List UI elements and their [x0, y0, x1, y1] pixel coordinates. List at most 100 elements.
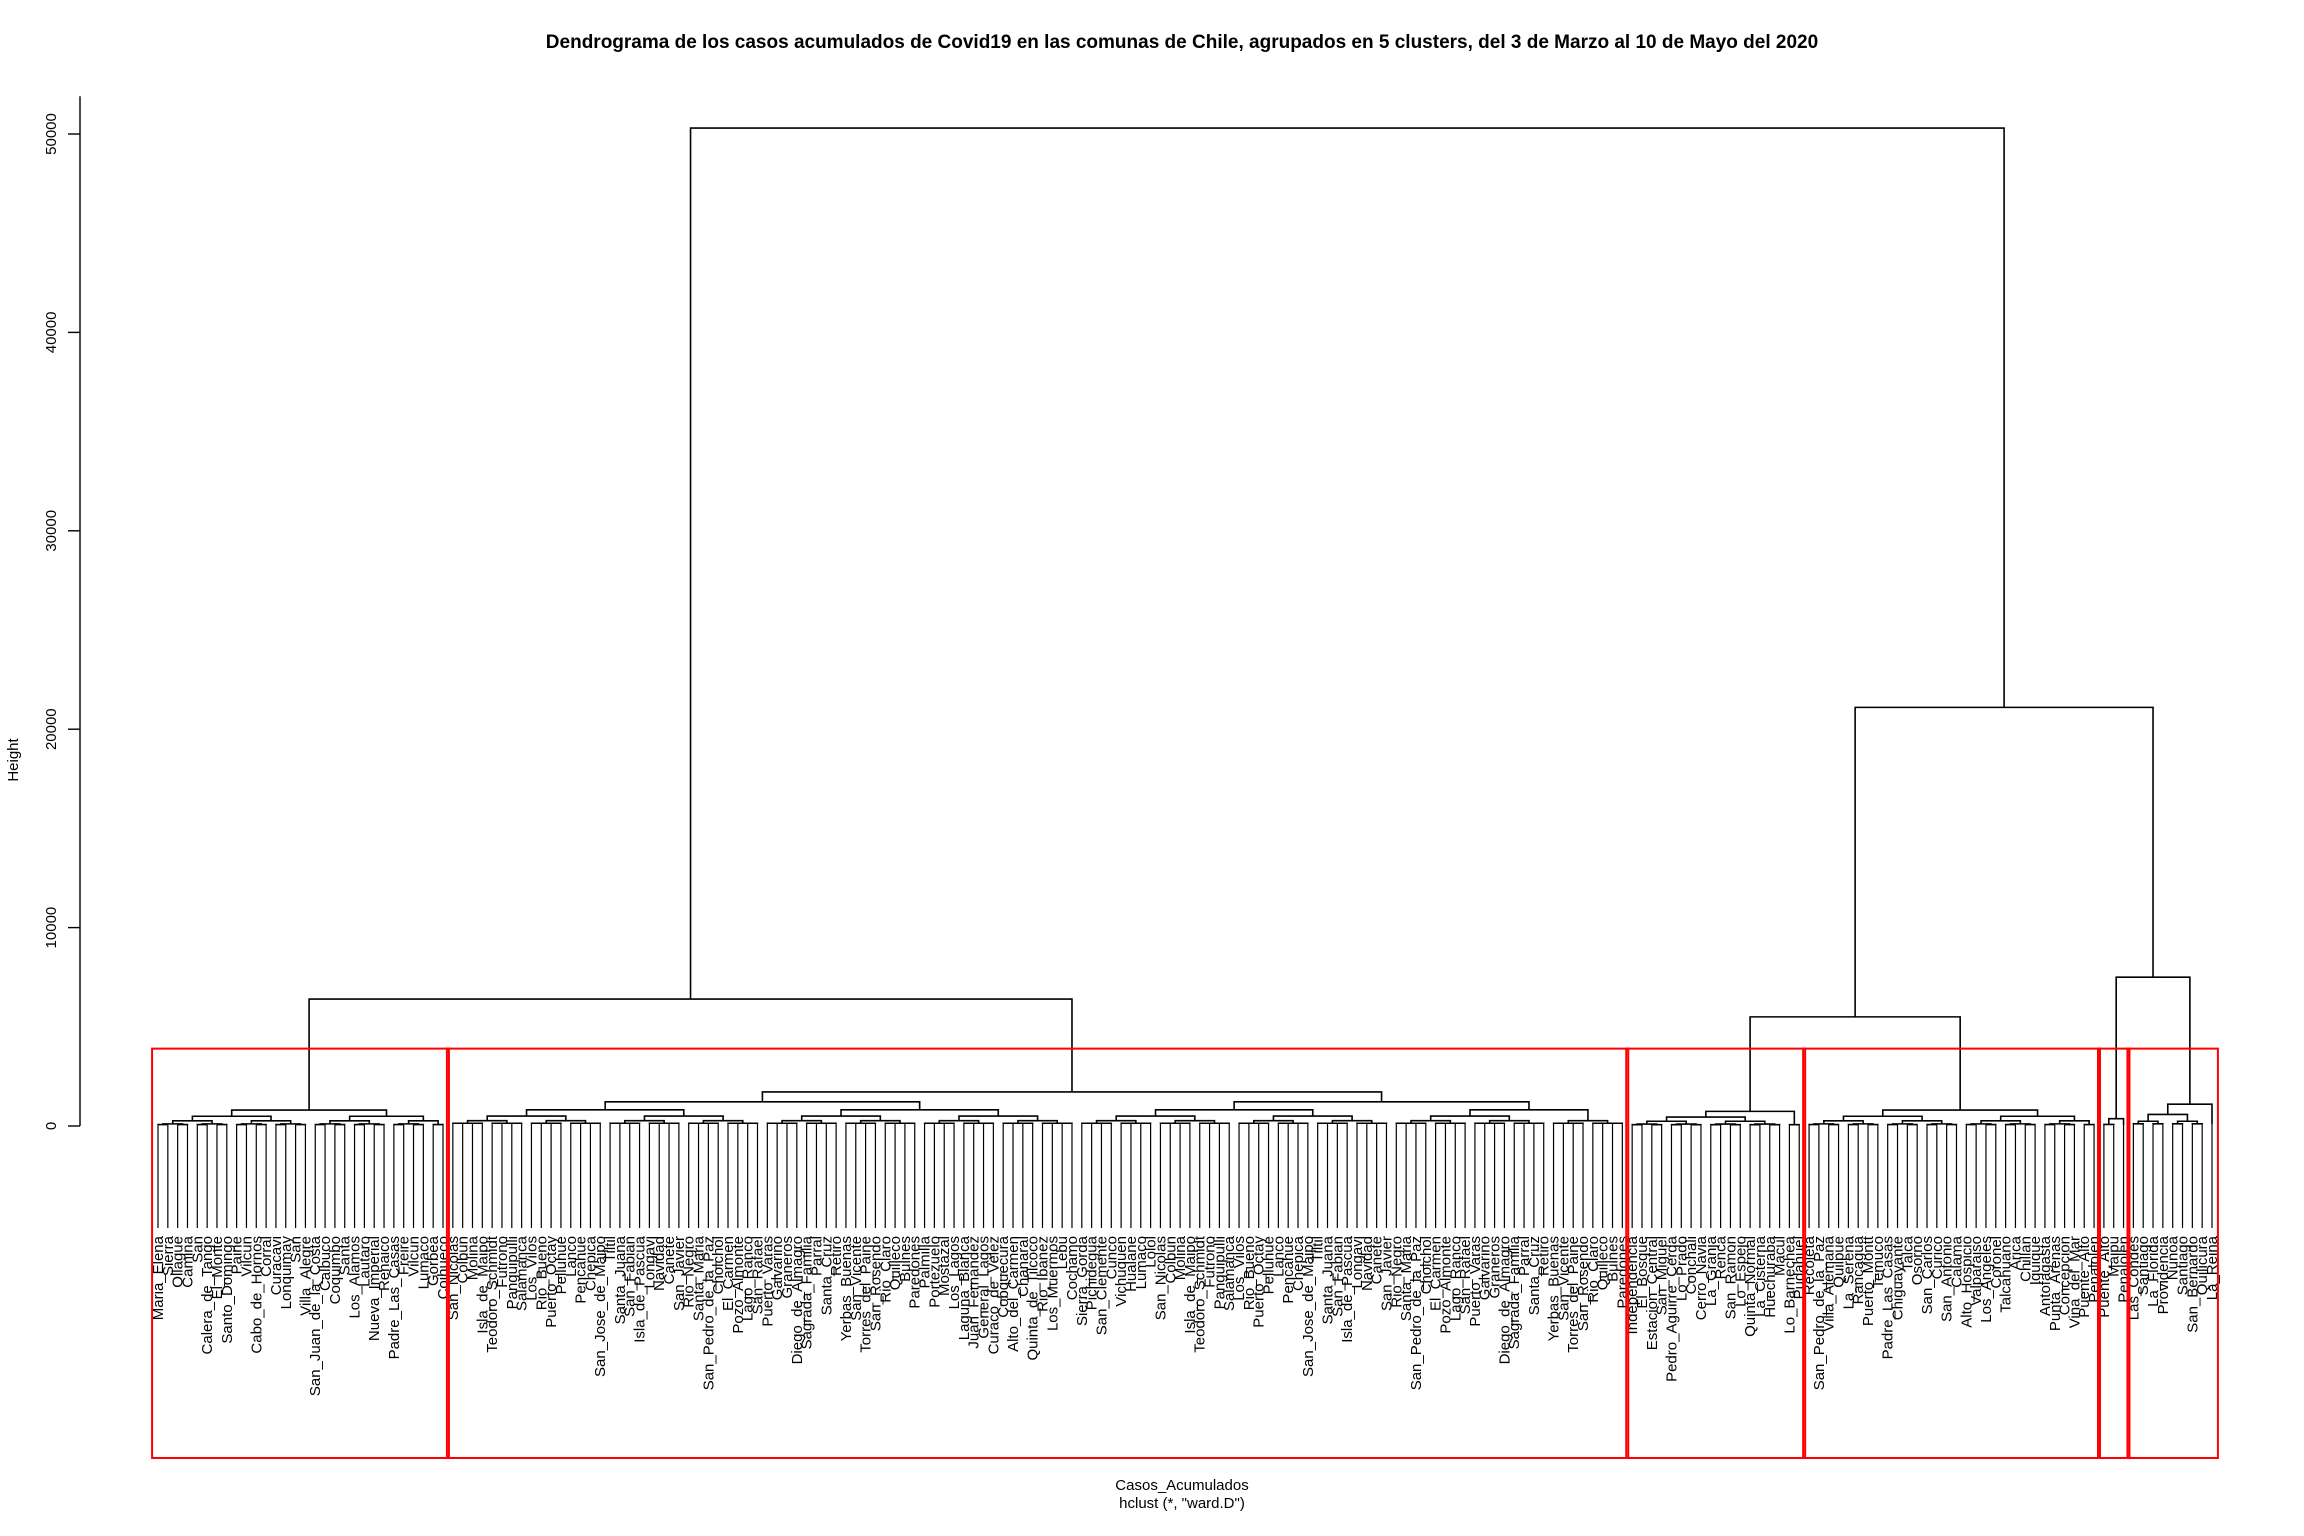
leaf-label: Lanco	[563, 1236, 580, 1277]
leaf-label: Tiltil	[602, 1236, 619, 1262]
leaf-label: Cochamo	[1064, 1236, 1081, 1300]
dendrogram-branch	[1331, 1119, 1373, 1124]
leaf-label: Ollague	[170, 1236, 187, 1288]
leaf-label: San_Juan_de_la_Costa	[307, 1235, 324, 1396]
leaf-label: Santa_Maria	[1398, 1235, 1415, 1321]
leaf-label: Lonquimay	[278, 1236, 295, 1310]
leaf-label: Villa_Alemana	[1821, 1235, 1838, 1331]
dendrogram-branch	[2103, 1123, 2115, 1126]
leaf-label: Santa	[337, 1235, 354, 1275]
cluster-rectangle	[1802, 1047, 2101, 1460]
chart-title: Dendrograma de los casos acumulados de C…	[546, 32, 1818, 53]
leaf-label: Sierra_Gorda	[1074, 1235, 1091, 1326]
leaf-label: Vichuquen	[1113, 1236, 1130, 1307]
leaf-label: La_Reina	[2204, 1235, 2221, 1300]
dendrogram-branch	[1017, 1119, 1059, 1124]
dendrogram-branch	[1233, 1100, 1530, 1110]
cluster-rectangle	[1625, 1047, 1807, 1460]
leaf-label: San_Fabian	[1329, 1236, 1346, 1317]
leaf-label: Panguipulli	[1211, 1236, 1228, 1309]
leaf-label: Chillan	[2017, 1236, 2034, 1282]
dendrogram-branch	[624, 1119, 665, 1124]
dendrogram-branch	[1931, 1123, 1953, 1125]
leaf-label: Graneros	[1487, 1236, 1504, 1299]
leaf-label: Rio_Claro	[877, 1236, 894, 1303]
leaf-label: Pencahue	[573, 1236, 590, 1304]
leaf-label: Santiago	[2135, 1236, 2152, 1295]
leaf-label: Pelluhue	[553, 1236, 570, 1294]
leaf-label: Lago_Ranco	[1447, 1236, 1464, 1321]
leaf-label: Yerbas_Buenas	[838, 1236, 855, 1341]
leaf-label: Cabo_de_Hornos	[248, 1236, 265, 1354]
leaf-label: Molina	[1172, 1235, 1189, 1280]
cluster-rectangle	[445, 1047, 1630, 1460]
leaf-label: Puerto_Octay	[543, 1236, 560, 1328]
leaf-label: El_Carmen	[1428, 1236, 1445, 1311]
leaf-label: Retiro	[1536, 1236, 1553, 1276]
leaf-label: San_Pedro_de_la_Paz	[1811, 1236, 1828, 1390]
leaf-label: Pelluhue	[1261, 1236, 1278, 1294]
leaf-label: Sierra	[160, 1235, 177, 1276]
dendrogram-branch	[1852, 1123, 1874, 1125]
leaf-label: Puerto_Varas	[759, 1236, 776, 1327]
leaf-label: Hualane	[1123, 1236, 1140, 1292]
leaf-label: Lumaco	[1133, 1236, 1150, 1289]
leaf-label: San_Jose_de_Maipo	[592, 1236, 609, 1377]
leaf-label: San_Pedro_de_la_Paz	[700, 1236, 717, 1390]
leaf-label: Puerto_Varas	[1467, 1236, 1484, 1327]
leaf-label: Graneros	[779, 1236, 796, 1299]
leaf-label: Nueva_Imperial	[366, 1236, 383, 1341]
leaf-label: Padre_Las_Casas	[1880, 1236, 1897, 1359]
leaf-label: Talca	[1899, 1235, 1916, 1271]
dendrogram-branch	[1252, 1119, 1294, 1124]
dendrogram-branch	[1567, 1119, 1609, 1124]
leaf-label: General_Lagos	[976, 1236, 993, 1339]
leaf-label: Coquimbo	[327, 1236, 344, 1304]
leaf-label: Vilcun	[238, 1236, 255, 1277]
leaf-label: Rio_Bueno	[1241, 1236, 1258, 1310]
leaf-label: San_Rosendo	[867, 1236, 884, 1331]
leaf-label: Navidad	[1359, 1236, 1376, 1291]
dendrogram-branch	[1488, 1119, 1530, 1124]
leaf-label: Pichidegua	[1084, 1235, 1101, 1310]
dendrogram-branch	[781, 1119, 823, 1124]
leaf-label: Lo_Espejo	[1732, 1236, 1749, 1307]
leaf-label: Padre_Las_Casas	[386, 1236, 403, 1359]
leaf-label: Lanco	[1270, 1236, 1287, 1277]
dendrogram-branch	[689, 127, 2005, 1000]
dendrogram-branch	[958, 1115, 1039, 1121]
leaf-label: Alto_del_Carmen	[1005, 1236, 1022, 1352]
dendrogram-branch	[201, 1123, 223, 1125]
dendrogram-branch	[1980, 1120, 2022, 1124]
leaf-label: Teodoro_Schmidt	[1192, 1235, 1209, 1353]
y-tick-label: 10000	[43, 907, 60, 949]
leaf-label: Rio_Ibanez	[1034, 1236, 1051, 1312]
leaf-label: Chepica	[1290, 1235, 1307, 1291]
dendrogram-branch	[319, 1123, 341, 1125]
leaf-label: Los_Angeles	[1978, 1236, 1995, 1323]
leaf-label: Santa_Cruz	[818, 1236, 835, 1315]
dendrogram-branch	[643, 1115, 724, 1121]
leaf-label: Los_Vilos	[1231, 1236, 1248, 1301]
cluster-rectangle	[2126, 1047, 2219, 1460]
leaf-label: Maria_Elena	[150, 1235, 167, 1320]
y-axis: 0 10000 20000 30000 40000 50000	[43, 96, 81, 1130]
leaf-label: Vilcun	[406, 1236, 423, 1277]
leaf-label: Quilicura	[2194, 1235, 2211, 1295]
leaf-label: San_Rosendo	[1575, 1236, 1592, 1331]
dendrogram-branch	[171, 1120, 213, 1124]
leaf-label: Isla_de_Maipo	[1182, 1236, 1199, 1334]
leaf-label: Punta_Arenas	[2047, 1236, 2064, 1331]
cluster-rectangles	[151, 1047, 2219, 1460]
dendrogram-branch	[545, 1119, 587, 1124]
leaf-label: San_Ramon	[1722, 1236, 1739, 1319]
leaf-label: Palmilla	[917, 1235, 934, 1288]
leaf-label: Parral	[808, 1236, 825, 1276]
leaf-label: Renaico	[376, 1236, 393, 1291]
leaf-label: Los_Lagos	[946, 1236, 963, 1309]
leaf-label: La_Florida	[2145, 1235, 2162, 1307]
dendrogram-branch	[702, 1119, 744, 1124]
dendrogram-branch	[1901, 1120, 1943, 1124]
dendrogram-branch	[1429, 1115, 1511, 1121]
leaf-label: San_Clemente	[1093, 1236, 1110, 1335]
